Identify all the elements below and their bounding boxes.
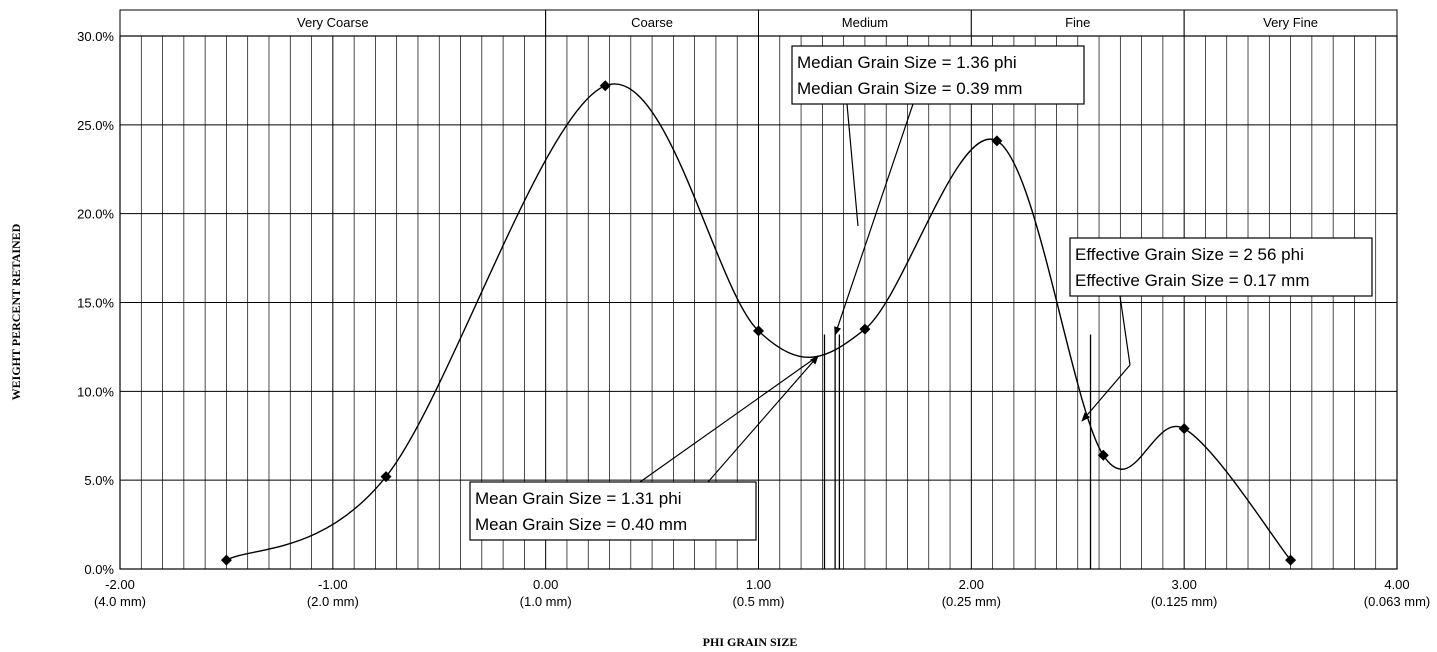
x-tick-sublabel: (2.0 mm): [307, 594, 359, 609]
size-class-cell: [970, 9, 1185, 37]
x-tick-sublabel: (0.063 mm): [1364, 594, 1430, 609]
annotation-arrow: [1081, 364, 1131, 422]
x-tick-label: 3.00: [1172, 577, 1197, 592]
annotation-text: Mean Grain Size = 1.31 phi: [475, 489, 681, 508]
y-axis-label: WEIGHT PERCENT RETAINED: [9, 223, 23, 400]
y-tick-label: 25.0%: [77, 118, 114, 133]
annotation-frame: [1069, 237, 1373, 297]
x-tick-sublabel: (0.125 mm): [1151, 594, 1217, 609]
annotation-box: Effective Grain Size = 2 56 phi Effective…: [1069, 237, 1373, 422]
data-point: [859, 323, 871, 335]
data-point: [380, 471, 392, 483]
data-point: [1285, 554, 1297, 566]
annotation-text: Effective Grain Size = 2 56 phi: [1075, 245, 1304, 264]
data-points: [220, 80, 1297, 566]
y-tick-label: 5.0%: [84, 473, 114, 488]
data-point: [753, 325, 764, 337]
size-class-label: Medium: [842, 15, 888, 30]
y-tick-label: 15.0%: [77, 296, 114, 311]
annotation-box: Mean Grain Size = 1.31 phi Mean Grain Siz…: [469, 355, 819, 541]
x-tick-sublabel: (0.25 mm): [942, 594, 1001, 609]
data-point: [599, 80, 611, 92]
annotation-arrow: [834, 103, 914, 336]
data-point: [220, 554, 232, 566]
data-point: [991, 135, 1003, 147]
annotations: Median Grain Size = 1.36 phi Median Grain…: [469, 45, 1373, 541]
x-tick-label: 4.00: [1384, 577, 1409, 592]
x-tick-label: -2.00: [105, 577, 135, 592]
y-axis-ticks: 0.0% 5.0% 10.0% 15.0% 20.0% 25.0% 30.0%: [77, 29, 114, 577]
size-class-label: Very Coarse: [297, 15, 369, 30]
annotation-arrow: [707, 355, 819, 483]
x-axis-ticks: -2.00 (4.0 mm) -1.00 (2.0 mm) 0.00 (1.0 mm) 1.…: [94, 577, 1430, 609]
annotation-box: Median Grain Size = 1.36 phi Median Grain…: [791, 45, 1085, 336]
annotation-text: Median Grain Size = 0.39 mm: [797, 79, 1022, 98]
annotation-arrow: [846, 103, 859, 227]
size-class-label: Fine: [1065, 15, 1090, 30]
size-class-cell: [119, 9, 547, 37]
data-point: [1178, 423, 1190, 435]
y-tick-label: 30.0%: [77, 29, 114, 44]
x-tick-sublabel: (4.0 mm): [94, 594, 146, 609]
y-tick-label: 0.0%: [84, 562, 114, 577]
distribution-curve: [226, 83, 1292, 561]
annotation-frame: [469, 481, 757, 541]
y-tick-label: 20.0%: [77, 207, 114, 222]
x-tick-label: 0.00: [533, 577, 558, 592]
x-tick-sublabel: (0.5 mm): [733, 594, 785, 609]
size-class-cell: [1183, 9, 1398, 37]
grain-size-marker-lines: [823, 334, 1092, 569]
x-tick-label: -1.00: [318, 577, 348, 592]
x-axis-label: PHI GRAIN SIZE: [703, 635, 798, 649]
size-class-cell: [545, 9, 760, 37]
size-class-cell: [758, 9, 972, 37]
annotation-frame: [791, 45, 1085, 105]
annotation-text: Mean Grain Size = 0.40 mm: [475, 515, 687, 534]
plot-frame: [119, 35, 1398, 570]
annotation-arrow: [639, 355, 819, 483]
annotation-arrow: [1119, 295, 1131, 366]
y-tick-label: 10.0%: [77, 384, 114, 399]
size-class-label: Coarse: [631, 15, 673, 30]
size-class-bar: Very Coarse Coarse Medium Fine Very Fine: [119, 9, 1398, 37]
x-tick-sublabel: (1.0 mm): [520, 594, 572, 609]
data-point: [1097, 449, 1109, 461]
x-tick-label: 2.00: [959, 577, 984, 592]
size-class-label: Very Fine: [1263, 15, 1318, 30]
annotation-text: Median Grain Size = 1.36 phi: [797, 53, 1017, 72]
x-tick-label: 1.00: [746, 577, 771, 592]
annotation-text: Effective Grain Size = 0.17 mm: [1075, 271, 1309, 290]
